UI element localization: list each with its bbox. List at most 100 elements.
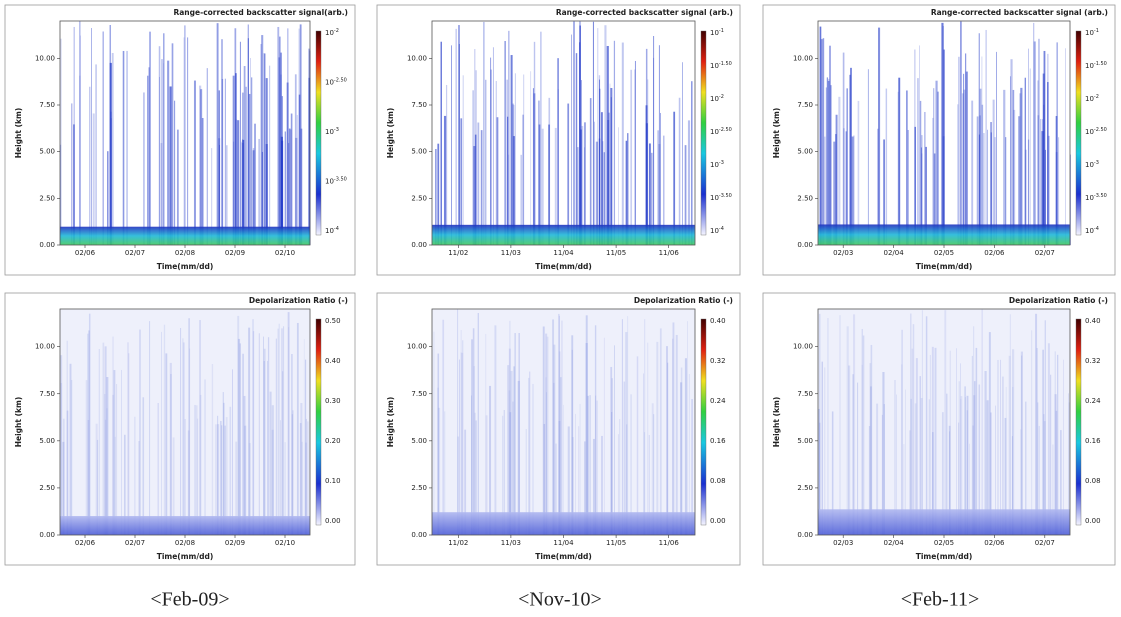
x-axis-label: Time(mm/dd)	[535, 262, 592, 271]
colorbar	[1075, 30, 1082, 236]
texture-streak	[122, 50, 125, 245]
texture-streak	[941, 412, 944, 535]
panel-title: Depolarization Ratio (-)	[1009, 296, 1108, 305]
texture-streak	[903, 444, 905, 535]
texture-streak	[575, 413, 576, 535]
texture-streak	[286, 82, 289, 245]
texture-streak	[985, 29, 987, 246]
colorbar-label: 0.32	[710, 357, 726, 365]
texture-streak	[853, 135, 855, 245]
colorbar-label-exponent: -1.50	[719, 61, 732, 67]
panel-title: Range-corrected backscatter signal (arb.…	[931, 8, 1108, 17]
colorbar-label: 10-3.50	[710, 193, 732, 203]
colorbar-label: 0.16	[1085, 437, 1101, 445]
texture-streak	[281, 96, 283, 245]
texture-streak	[614, 345, 615, 535]
texture-streak	[603, 152, 605, 245]
texture-streak	[554, 127, 557, 245]
y-axis-label: Height (km)	[14, 397, 23, 448]
texture-streak	[584, 147, 585, 245]
colorbar-label: 0.32	[1085, 357, 1101, 365]
x-tick-label: 11/06	[659, 539, 680, 547]
texture-streak	[250, 58, 251, 245]
texture-streak	[587, 395, 589, 535]
texture-streak	[239, 41, 241, 246]
texture-streak	[1002, 376, 1004, 535]
texture-streak	[62, 441, 65, 535]
colorbar	[315, 30, 322, 236]
texture-streak	[994, 137, 996, 245]
x-axis-label: Time(mm/dd)	[916, 552, 973, 561]
texture-streak	[573, 21, 575, 245]
colorbar-label: 0.40	[325, 357, 341, 365]
panel-title: Depolarization Ratio (-)	[249, 296, 348, 305]
texture-streak	[218, 138, 221, 245]
texture-streak	[827, 80, 830, 245]
texture-streak	[282, 371, 284, 535]
texture-streak	[1042, 73, 1045, 246]
colorbar-label: 0.20	[325, 437, 341, 445]
texture-streak	[862, 335, 865, 535]
colorbar-label: 0.10	[325, 477, 341, 485]
texture-streak	[252, 331, 255, 535]
texture-streak	[571, 437, 574, 535]
panel-title: Depolarization Ratio (-)	[634, 296, 733, 305]
texture-streak	[473, 146, 476, 245]
texture-streak	[973, 381, 976, 535]
texture-streak	[924, 111, 926, 245]
x-tick-label: 02/06	[984, 539, 1005, 547]
texture-streak	[557, 58, 559, 245]
texture-streak	[512, 104, 515, 245]
texture-streak	[973, 395, 976, 535]
texture-streak	[546, 336, 549, 535]
texture-streak	[263, 336, 264, 535]
texture-streak	[932, 432, 934, 535]
x-tick-label: 02/07	[125, 539, 145, 547]
colorbar-label: 0.30	[325, 397, 341, 405]
texture-streak	[472, 90, 474, 245]
texture-streak	[109, 25, 111, 245]
y-tick-label: 5.00	[39, 148, 55, 156]
texture-streak	[617, 434, 620, 535]
texture-streak	[211, 363, 214, 535]
colorbar-label: 0.24	[710, 397, 726, 405]
texture-streak	[134, 416, 136, 535]
y-tick-label: 10.00	[35, 343, 55, 351]
texture-streak	[921, 153, 923, 245]
texture-streak	[457, 309, 459, 535]
texture-streak	[226, 145, 228, 245]
texture-streak	[485, 79, 487, 246]
texture-streak	[1043, 421, 1046, 535]
texture-streak	[558, 313, 560, 535]
y-tick-label: 2.50	[39, 484, 55, 492]
texture-streak	[996, 51, 997, 245]
texture-streak	[1038, 425, 1040, 535]
texture-streak	[647, 79, 649, 245]
texture-streak	[929, 354, 931, 535]
texture-streak	[680, 382, 683, 535]
texture-streak	[846, 88, 848, 246]
colorbar-label-exponent: -3.50	[334, 176, 347, 182]
texture-streak	[921, 135, 923, 245]
texture-streak	[66, 410, 69, 535]
texture-streak	[96, 439, 99, 535]
texture-streak	[1043, 414, 1045, 535]
x-tick-label: 02/08	[175, 249, 195, 257]
texture-streak	[992, 99, 995, 245]
plot-area	[432, 21, 695, 245]
texture-streak	[1036, 348, 1038, 535]
texture-streak	[112, 336, 114, 535]
texture-streak	[258, 138, 260, 245]
texture-streak	[303, 339, 305, 535]
texture-streak	[1055, 116, 1058, 245]
colorbar-label: 10-4	[710, 226, 724, 236]
texture-streak	[237, 315, 240, 535]
texture-streak	[182, 338, 184, 535]
texture-streak	[960, 396, 963, 535]
texture-streak	[258, 333, 260, 535]
texture-streak	[443, 115, 447, 246]
texture-streak	[243, 66, 246, 245]
texture-streak	[66, 340, 68, 535]
texture-streak	[460, 118, 463, 245]
y-tick-label: 0.00	[411, 241, 427, 249]
